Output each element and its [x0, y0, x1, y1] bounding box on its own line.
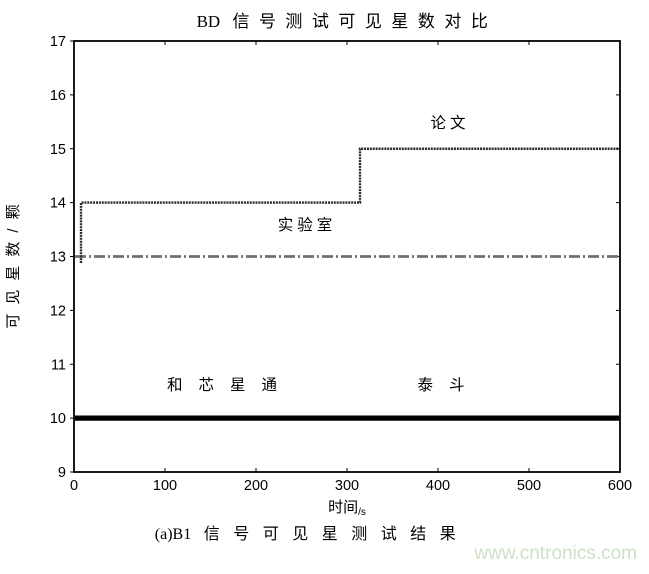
svg-text:9: 9	[58, 465, 66, 481]
svg-text:500: 500	[517, 478, 541, 494]
svg-text:实验室: 实验室	[278, 216, 337, 234]
svg-text:论文: 论文	[430, 114, 469, 132]
svg-text:200: 200	[244, 478, 268, 494]
svg-text:10: 10	[50, 411, 66, 427]
svg-text:400: 400	[426, 478, 450, 494]
svg-text:www.cntronics.com: www.cntronics.com	[473, 543, 637, 564]
svg-text:0: 0	[70, 478, 78, 494]
svg-text:600: 600	[608, 478, 632, 494]
svg-text:14: 14	[50, 196, 66, 212]
svg-text:11: 11	[51, 357, 66, 373]
svg-text:16: 16	[50, 88, 66, 104]
svg-text:和芯星通: 和芯星通	[167, 376, 293, 394]
svg-text:可见星数/颗: 可见星数/颗	[5, 195, 22, 328]
svg-text:12: 12	[50, 303, 66, 319]
svg-text:15: 15	[50, 142, 66, 158]
svg-text:13: 13	[50, 250, 66, 266]
svg-text:BD 信号测试可见星数对比: BD 信号测试可见星数对比	[197, 12, 498, 31]
svg-text:300: 300	[335, 478, 359, 494]
svg-text:泰斗: 泰斗	[417, 376, 480, 394]
svg-text:17: 17	[50, 34, 66, 50]
svg-text:100: 100	[153, 478, 177, 494]
